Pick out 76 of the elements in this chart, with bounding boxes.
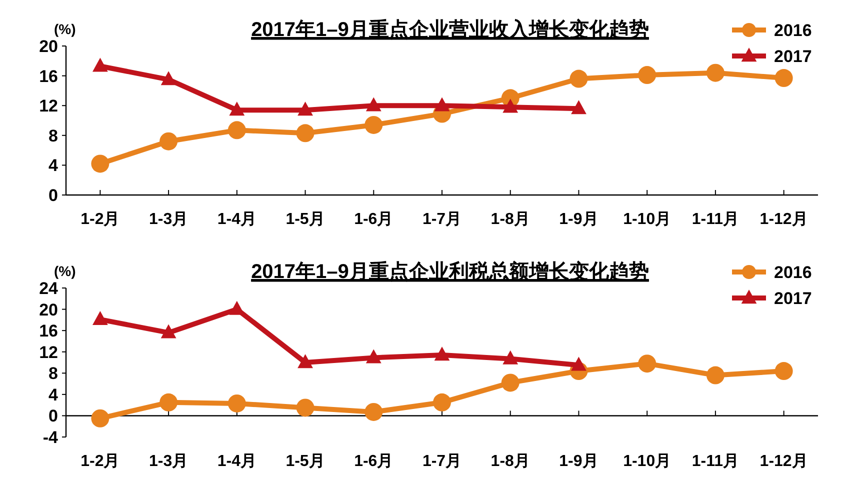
point (229, 102, 245, 116)
x-tick-label: 1-6月 (354, 211, 394, 228)
point (774, 69, 793, 88)
point (571, 356, 586, 371)
x-tick-label: 1-4月 (217, 453, 256, 470)
x-tick-label: 1-8月 (490, 211, 530, 228)
point (160, 324, 176, 338)
point (502, 350, 518, 364)
point (298, 102, 313, 116)
x-tick-label: 1-2月 (80, 453, 120, 470)
point (296, 124, 314, 142)
x-tick-label: 1-2月 (80, 211, 120, 228)
x-tick-label: 1-6月 (354, 453, 394, 470)
point (638, 66, 656, 84)
x-tick-label: 1-11月 (692, 211, 740, 228)
point (364, 402, 383, 421)
y-axis-title: (%) (54, 263, 76, 279)
point (228, 394, 246, 412)
x-tick-label: 1-5月 (286, 453, 325, 470)
point (502, 98, 518, 113)
x-tick-label: 1-11月 (692, 453, 740, 470)
y-tick-label: 4 (48, 156, 59, 176)
legend-label: 2016 (774, 263, 812, 282)
y-tick-label: 4 (48, 385, 59, 404)
y-tick-label: 8 (48, 126, 58, 146)
point (570, 70, 588, 88)
point (160, 71, 176, 86)
x-tick-label: 1-5月 (286, 211, 325, 228)
x-tick-label: 1-7月 (422, 211, 462, 228)
point (296, 398, 314, 417)
point (638, 354, 656, 373)
y-tick-label: 20 (39, 37, 58, 56)
legend-label: 2017 (774, 47, 812, 66)
point (434, 346, 450, 361)
point (160, 132, 178, 150)
legend-label: 2016 (774, 21, 812, 40)
point (160, 393, 178, 412)
point (366, 97, 382, 112)
point (364, 116, 383, 134)
y-tick-label: 16 (39, 66, 58, 86)
x-tick-label: 1-3月 (148, 211, 188, 228)
x-tick-label: 1-7月 (422, 453, 462, 470)
point (92, 58, 108, 72)
x-tick-label: 1-3月 (148, 453, 188, 470)
point (434, 97, 450, 112)
x-tick-label: 1-9月 (559, 453, 598, 470)
point (706, 366, 724, 384)
y-tick-label: 12 (39, 96, 58, 116)
y-tick-label: 20 (39, 300, 58, 320)
point (433, 393, 451, 412)
x-tick-label: 1-12月 (760, 211, 808, 228)
y-tick-label: 8 (48, 364, 58, 384)
y-tick-label: 16 (39, 322, 58, 341)
point (366, 349, 382, 364)
point (92, 310, 108, 325)
y-tick-label: -4 (42, 428, 59, 447)
y-axis-title: (%) (54, 21, 76, 37)
x-tick-label: 1-9月 (559, 211, 598, 228)
y-tick-label: 0 (48, 186, 58, 205)
point (91, 154, 110, 173)
point (501, 374, 520, 392)
y-tick-label: 0 (48, 406, 58, 426)
x-tick-label: 1-10月 (623, 453, 672, 470)
x-tick-label: 1-12月 (760, 453, 808, 470)
legend-label: 2017 (774, 289, 812, 308)
point (228, 121, 246, 140)
y-tick-label: 24 (39, 279, 59, 298)
point (571, 100, 586, 114)
point (774, 362, 793, 380)
y-tick-label: 12 (39, 342, 58, 362)
x-tick-label: 1-8月 (490, 453, 530, 470)
point (91, 409, 110, 428)
x-tick-label: 1-10月 (623, 211, 672, 228)
point (298, 354, 313, 368)
x-tick-label: 1-4月 (217, 211, 256, 228)
point (706, 64, 724, 82)
